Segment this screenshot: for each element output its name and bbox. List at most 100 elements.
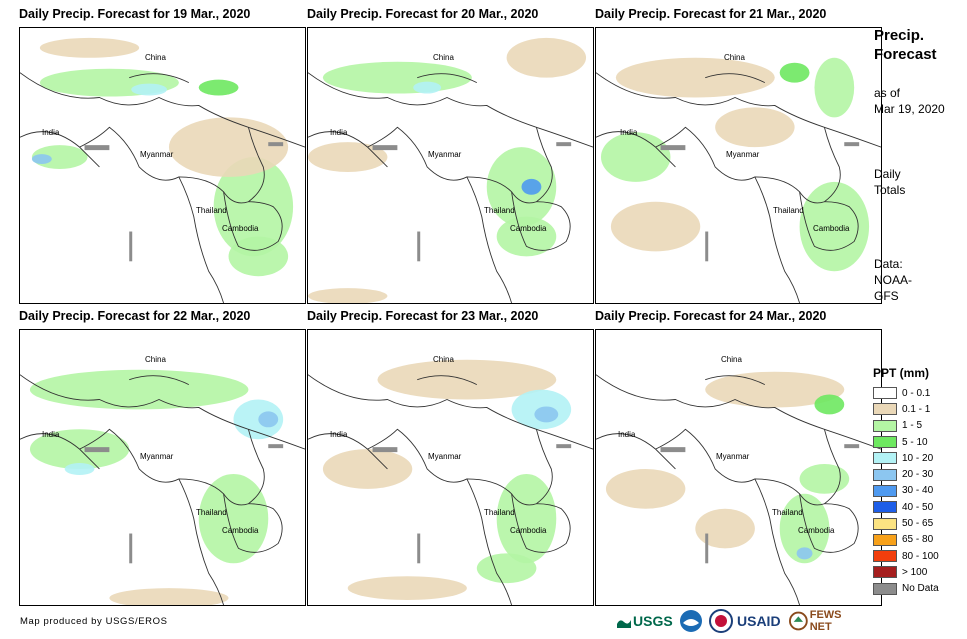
precip-area	[233, 399, 284, 440]
precip-area	[779, 493, 830, 564]
precip-area	[695, 508, 755, 549]
forecast-panel-mar-21: Daily Precip. Forecast for 21 Mar., 2020…	[595, 4, 885, 304]
country-border	[799, 191, 859, 251]
precip-field-svg	[596, 57, 881, 303]
precip-area	[486, 147, 557, 227]
precip-area	[796, 547, 813, 560]
precip-area	[600, 132, 671, 182]
country-border	[799, 493, 859, 553]
country-label-thailand: Thailand	[484, 206, 515, 215]
country-border	[20, 374, 305, 450]
forecast-panel-mar-20: Daily Precip. Forecast for 20 Mar., 2020…	[307, 4, 597, 304]
country-label-cambodia: Cambodia	[510, 224, 547, 233]
no-data-area	[268, 142, 284, 147]
legend-swatch	[873, 403, 897, 416]
legend-swatch	[873, 452, 897, 465]
legend-item: 10 - 20	[873, 450, 967, 466]
country-label-myanmar: Myanmar	[428, 150, 462, 159]
country-border	[655, 428, 801, 605]
usaid-logo: USAID	[737, 607, 789, 635]
precip-area	[322, 449, 413, 489]
country-border	[367, 126, 513, 303]
legend-item: 40 - 50	[873, 499, 967, 515]
data-source-line1: Data:	[874, 257, 903, 271]
precip-map: China India Myanmar Thailand Cambodia	[19, 329, 306, 606]
no-data-area	[417, 231, 421, 262]
forecast-panel-mar-22: Daily Precip. Forecast for 22 Mar., 2020…	[19, 306, 309, 606]
country-label-myanmar: Myanmar	[726, 150, 760, 159]
usgs-wave-icon	[617, 620, 631, 628]
legend-swatch	[873, 566, 897, 579]
country-label-china: China	[433, 355, 454, 364]
legend-swatch	[873, 533, 897, 546]
legend-item: No Data	[873, 581, 967, 597]
no-data-area	[372, 447, 398, 453]
country-label-myanmar: Myanmar	[140, 150, 174, 159]
country-label-thailand: Thailand	[196, 508, 227, 517]
precip-map: China India Myanmar Thailand Cambodia	[19, 27, 306, 304]
precip-map: China India Myanmar Thailand Cambodia	[307, 27, 594, 304]
forecast-panel-mar-24: Daily Precip. Forecast for 24 Mar., 2020…	[595, 306, 885, 606]
country-label-china: China	[724, 53, 745, 62]
precip-area	[377, 359, 557, 400]
no-data-area	[705, 231, 709, 262]
no-data-area	[372, 145, 398, 151]
forecast-panel-mar-19: Daily Precip. Forecast for 19 Mar., 2020…	[19, 4, 309, 304]
usaid-seal	[709, 607, 735, 635]
legend-item: 80 - 100	[873, 548, 967, 564]
precip-area	[779, 62, 810, 83]
precip-area	[258, 411, 279, 428]
no-data-area	[129, 533, 133, 564]
no-data-area	[556, 444, 572, 449]
legend-label: 50 - 65	[902, 518, 934, 530]
country-label-thailand: Thailand	[196, 206, 227, 215]
legend-label: No Data	[902, 583, 939, 595]
country-border	[367, 428, 513, 605]
precip-field-svg	[596, 371, 881, 605]
legend-item: 0.1 - 1	[873, 401, 967, 417]
country-label-cambodia: Cambodia	[813, 224, 850, 233]
precip-field-svg	[20, 37, 305, 303]
as-of-date: Mar 19, 2020	[874, 102, 945, 116]
country-label-india: India	[42, 430, 60, 439]
country-label-china: China	[145, 53, 166, 62]
legend-swatch	[873, 436, 897, 449]
country-label-thailand: Thailand	[484, 508, 515, 517]
panel-title: Daily Precip. Forecast for 20 Mar., 2020	[307, 7, 539, 21]
as-of-line1: as of	[874, 86, 901, 100]
country-label-thailand: Thailand	[773, 206, 804, 215]
country-border	[129, 375, 190, 386]
usgs-logo: USGS	[617, 607, 677, 635]
country-label-china: China	[433, 53, 454, 62]
legend-swatch	[873, 517, 897, 530]
no-data-area	[844, 444, 860, 449]
panel-title: Daily Precip. Forecast for 23 Mar., 2020	[307, 309, 539, 323]
data-source-text: Data: NOAA- GFS	[874, 256, 964, 304]
legend-swatch	[873, 468, 897, 481]
country-border	[511, 493, 571, 553]
panel-title: Daily Precip. Forecast for 21 Mar., 2020	[595, 7, 827, 21]
precip-area	[198, 79, 239, 96]
precip-area	[476, 553, 537, 584]
forecast-panel-mar-23: Daily Precip. Forecast for 23 Mar., 2020…	[307, 306, 597, 606]
country-border	[705, 375, 766, 386]
no-data-area	[660, 447, 686, 453]
fewsnet-logo: FEWS NET	[789, 607, 863, 635]
legend-label: 1 - 5	[902, 420, 923, 432]
panel-title: Daily Precip. Forecast for 24 Mar., 2020	[595, 309, 827, 323]
country-border	[308, 433, 388, 470]
noaa-seal-icon	[680, 610, 702, 632]
country-border	[596, 433, 676, 470]
country-border	[511, 191, 571, 251]
no-data-area	[84, 145, 110, 151]
precip-area	[308, 288, 388, 303]
panel-title: Daily Precip. Forecast for 22 Mar., 2020	[19, 309, 251, 323]
country-label-cambodia: Cambodia	[222, 526, 259, 535]
country-border	[417, 73, 478, 84]
country-label-myanmar: Myanmar	[428, 452, 462, 461]
country-label-india: India	[330, 430, 348, 439]
country-border	[129, 73, 190, 84]
data-source-line2: NOAA-	[874, 273, 913, 287]
precip-map: China India Myanmar Thailand Cambodia	[307, 329, 594, 606]
precip-area	[496, 473, 557, 564]
